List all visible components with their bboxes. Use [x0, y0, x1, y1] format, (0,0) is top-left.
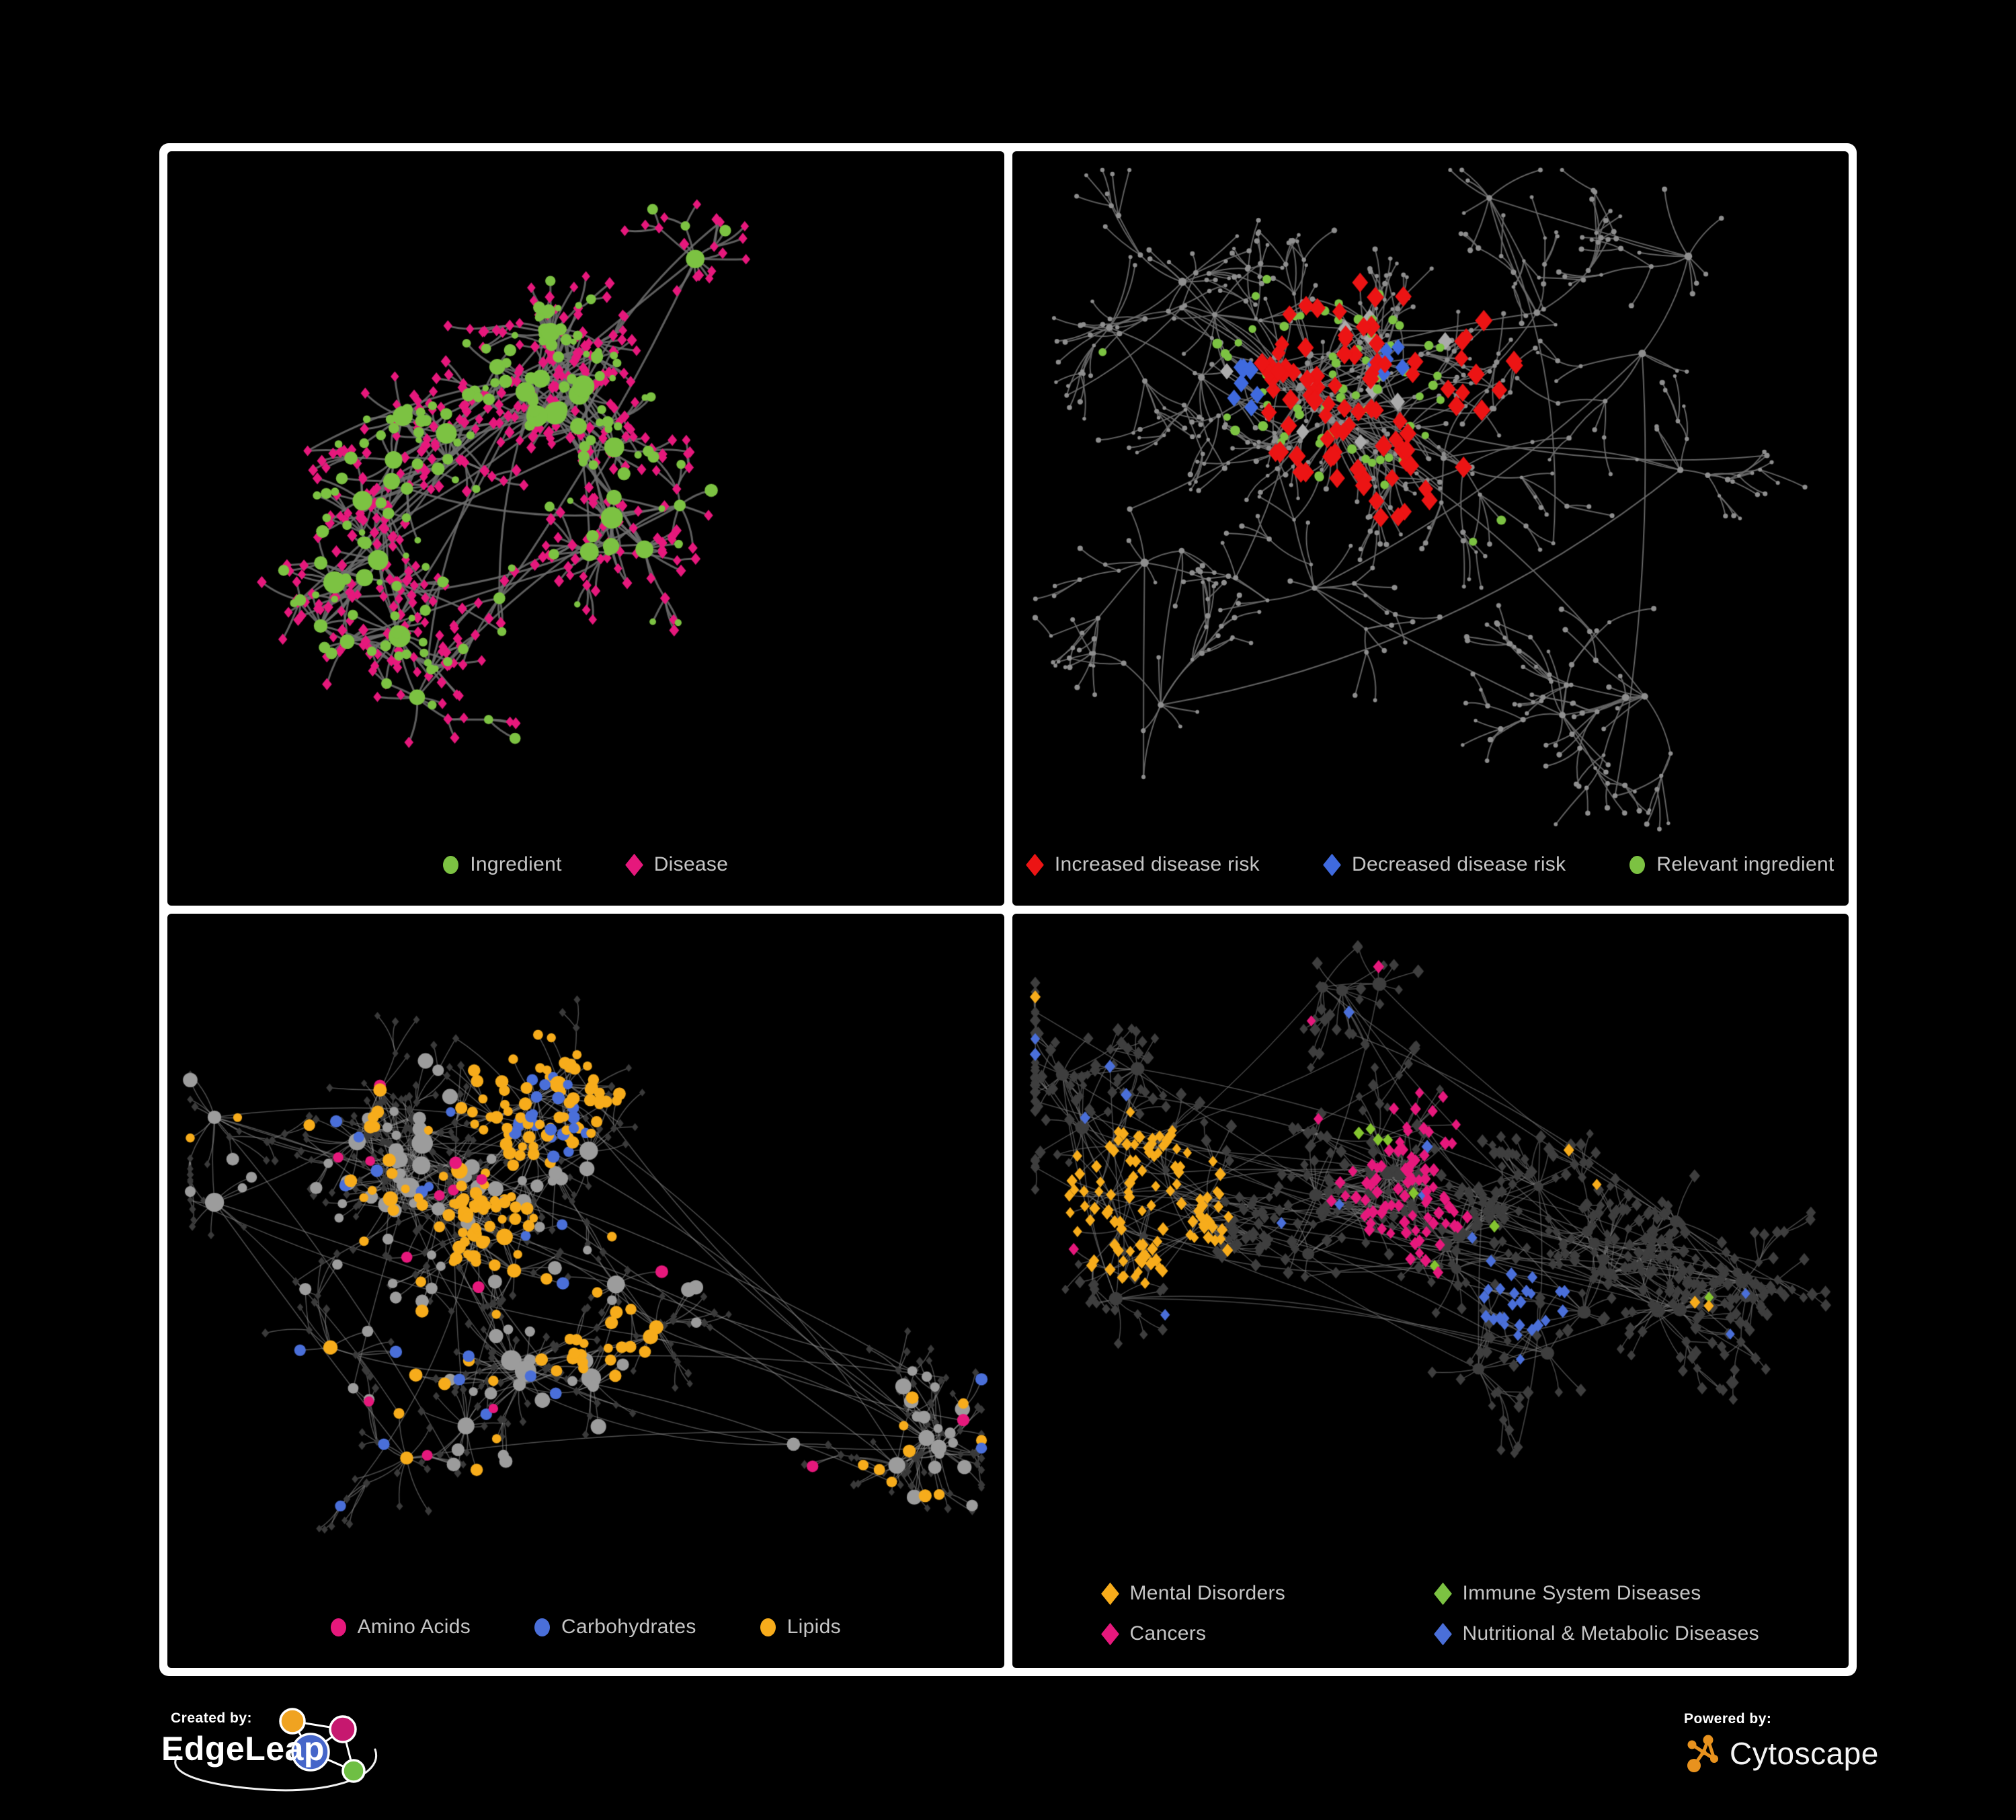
- legend-label: Cancers: [1129, 1622, 1207, 1645]
- network-canvas-disease-risk: [1012, 151, 1849, 848]
- legend-label: Relevant ingredient: [1656, 853, 1834, 875]
- legend-ingredient-disease: Ingredient Disease: [167, 848, 1004, 906]
- legend-item-mental-disorders: Mental Disorders: [1100, 1582, 1371, 1605]
- panel-disease-risk: Increased disease risk Decreased disease …: [1012, 151, 1849, 906]
- legend-item-relevant-ingredient: Relevant ingredient: [1629, 853, 1834, 876]
- network-canvas-disease-categories: [1012, 914, 1849, 1577]
- legend-label: Mental Disorders: [1129, 1582, 1286, 1604]
- circle-icon: [330, 1618, 346, 1636]
- cytoscape-icon: [1687, 1735, 1718, 1772]
- network-canvas-ingredient-disease: [167, 151, 1004, 848]
- legend-disease-categories: Mental Disorders Immune System Diseases Ca…: [1012, 1577, 1849, 1668]
- legend-item-amino-acids: Amino Acids: [330, 1616, 471, 1638]
- panel-disease-categories: Mental Disorders Immune System Diseases Ca…: [1012, 914, 1849, 1668]
- created-by-label: Created by:: [171, 1710, 253, 1726]
- legend-label: Amino Acids: [357, 1616, 471, 1638]
- edgeleap-wordmark: EdgeLeap: [161, 1730, 325, 1768]
- diamond-icon: [624, 853, 643, 876]
- legend-item-ingredient: Ingredient: [443, 853, 561, 876]
- diamond-icon: [1433, 1582, 1452, 1605]
- legend-item-disease: Disease: [624, 853, 729, 876]
- edgeleap-logo: Created by: EdgeLeap: [161, 1705, 417, 1813]
- cytoscape-logo: Powered by: Cytoscape: [1684, 1711, 1886, 1792]
- legend-item-decreased-disease-risk: Decreased disease risk: [1323, 853, 1566, 876]
- powered-by-label: Powered by:: [1684, 1711, 1772, 1727]
- legend-item-nutritional-metabolic-diseases: Nutritional & Metabolic Diseases: [1433, 1622, 1759, 1645]
- circle-icon: [760, 1618, 776, 1636]
- legend-label: Lipids: [787, 1616, 841, 1638]
- legend-item-lipids: Lipids: [760, 1616, 841, 1638]
- legend-label: Decreased disease risk: [1351, 853, 1566, 875]
- cytoscape-wordmark: Cytoscape: [1730, 1736, 1879, 1771]
- legend-label: Disease: [653, 853, 729, 875]
- circle-icon: [1629, 855, 1646, 874]
- diamond-icon: [1323, 853, 1341, 876]
- circle-icon: [443, 855, 459, 874]
- legend-label: Nutritional & Metabolic Diseases: [1462, 1622, 1759, 1645]
- edgeleap-mark-icon: [174, 1708, 378, 1792]
- legend-label: Ingredient: [470, 853, 562, 875]
- diamond-icon: [1100, 1582, 1119, 1605]
- diamond-icon: [1433, 1622, 1452, 1645]
- network-canvas-nutrient-classes: [167, 914, 1004, 1610]
- diamond-icon: [1100, 1622, 1119, 1645]
- panel-ingredient-disease: Ingredient Disease: [167, 151, 1004, 906]
- circle-icon: [534, 1618, 550, 1636]
- legend-item-carbohydrates: Carbohydrates: [534, 1616, 696, 1638]
- legend-label: Carbohydrates: [561, 1616, 696, 1638]
- legend-disease-risk: Increased disease risk Decreased disease …: [1012, 848, 1849, 906]
- panel-nutrient-classes: Amino Acids Carbohydrates Lipids: [167, 914, 1004, 1668]
- diamond-icon: [1025, 853, 1044, 876]
- legend-label: Increased disease risk: [1054, 853, 1260, 875]
- legend-item-increased-disease-risk: Increased disease risk: [1025, 853, 1260, 876]
- legend-label: Immune System Diseases: [1462, 1582, 1701, 1604]
- legend-item-immune-system-diseases: Immune System Diseases: [1433, 1582, 1759, 1605]
- legend-item-cancers: Cancers: [1100, 1622, 1371, 1645]
- legend-nutrient-classes: Amino Acids Carbohydrates Lipids: [167, 1610, 1004, 1668]
- panels-grid: Ingredient Disease Increased disease risk…: [159, 143, 1857, 1676]
